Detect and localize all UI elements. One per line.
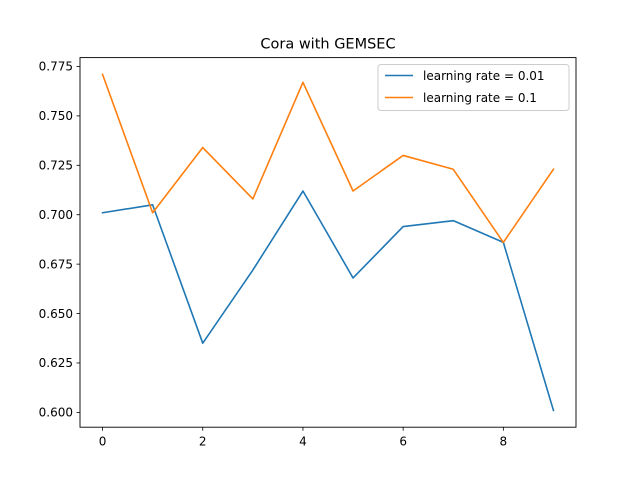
y-tick-label: 0.700: [39, 208, 73, 222]
series-lines: [101, 73, 555, 412]
y-tick-label: 0.725: [39, 159, 73, 173]
x-tick-label: 2: [199, 435, 207, 449]
x-tick-label: 6: [399, 435, 407, 449]
x-tick-label: 0: [99, 435, 107, 449]
series-line-2: [101, 73, 555, 244]
legend-label-1: learning rate = 0.01: [423, 69, 545, 83]
x-tick-label: 8: [500, 435, 508, 449]
y-tick-label: 0.650: [39, 307, 73, 321]
y-tick-label: 0.600: [39, 406, 73, 420]
x-axis: 0 2 4 6 8: [99, 427, 507, 449]
legend-box: [377, 64, 570, 111]
series-line-1: [101, 190, 555, 412]
x-tick-label: 4: [299, 435, 307, 449]
chart-title: Cora with GEMSEC: [260, 37, 395, 53]
y-tick-label: 0.775: [39, 60, 73, 74]
y-axis: 0.600 0.625 0.650 0.675 0.700 0.725 0.750 0.775: [39, 60, 80, 420]
y-tick-label: 0.675: [39, 257, 73, 271]
legend-label-2: learning rate = 0.1: [423, 91, 537, 105]
y-tick-label: 0.750: [39, 109, 73, 123]
y-tick-label: 0.625: [39, 356, 73, 370]
legend: learning rate = 0.01 learning rate = 0.1: [377, 64, 570, 111]
plot-area-frame: [79, 57, 577, 428]
